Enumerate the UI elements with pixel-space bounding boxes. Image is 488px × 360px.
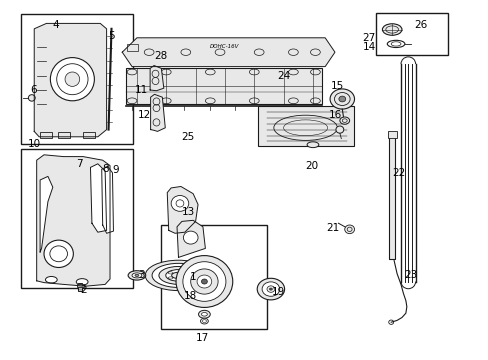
Ellipse shape [338, 96, 345, 102]
Text: 7: 7 [76, 159, 82, 169]
Ellipse shape [183, 231, 198, 244]
Ellipse shape [306, 142, 318, 148]
Text: 10: 10 [28, 139, 41, 149]
Ellipse shape [201, 279, 207, 284]
Polygon shape [34, 23, 106, 137]
Bar [388, 137, 394, 259]
Text: 20: 20 [305, 161, 318, 171]
Ellipse shape [202, 320, 206, 323]
Ellipse shape [171, 272, 185, 279]
Polygon shape [150, 94, 165, 131]
Text: 21: 21 [325, 222, 339, 233]
Text: DOHC-16V: DOHC-16V [210, 44, 239, 49]
Text: 14: 14 [362, 42, 375, 52]
Text: 17: 17 [196, 333, 209, 343]
Polygon shape [37, 155, 110, 286]
Ellipse shape [201, 312, 207, 316]
Polygon shape [40, 176, 53, 252]
Ellipse shape [132, 273, 142, 278]
Ellipse shape [145, 260, 211, 291]
Text: 24: 24 [276, 71, 290, 81]
Polygon shape [102, 166, 113, 233]
Text: 8: 8 [102, 164, 108, 174]
Ellipse shape [335, 126, 343, 133]
Bar [40, 132, 52, 138]
Ellipse shape [28, 95, 35, 101]
Ellipse shape [165, 270, 191, 281]
Ellipse shape [65, 72, 80, 86]
Ellipse shape [266, 286, 274, 292]
Ellipse shape [197, 275, 211, 288]
Text: 27: 27 [362, 33, 375, 43]
Text: 9: 9 [112, 165, 119, 175]
Polygon shape [177, 220, 205, 257]
Ellipse shape [269, 288, 272, 290]
Text: 5: 5 [108, 31, 115, 41]
Text: 22: 22 [391, 168, 405, 178]
Ellipse shape [190, 269, 218, 294]
Bar [78, 283, 82, 291]
Text: 11: 11 [135, 85, 148, 95]
Bar [58, 132, 70, 138]
Text: 2: 2 [80, 285, 86, 295]
Ellipse shape [329, 89, 354, 109]
Text: 4: 4 [53, 20, 60, 30]
Ellipse shape [344, 225, 354, 234]
Ellipse shape [339, 117, 349, 124]
Ellipse shape [159, 266, 198, 284]
Text: 1: 1 [189, 272, 196, 282]
Ellipse shape [198, 310, 210, 318]
Text: 15: 15 [330, 81, 344, 91]
Text: 16: 16 [327, 110, 341, 120]
Bar [161, 225, 266, 329]
Bar [83, 132, 95, 138]
Text: 3: 3 [138, 270, 145, 280]
Ellipse shape [183, 262, 225, 301]
Polygon shape [122, 38, 334, 67]
Text: 25: 25 [181, 132, 195, 142]
Bar [20, 14, 133, 144]
Ellipse shape [135, 274, 139, 276]
Ellipse shape [76, 279, 88, 285]
Text: 12: 12 [137, 110, 151, 120]
Ellipse shape [128, 271, 145, 280]
Bar [127, 44, 138, 51]
Bar [375, 13, 447, 55]
Text: 13: 13 [181, 207, 195, 217]
Text: 23: 23 [403, 270, 417, 280]
Text: 28: 28 [154, 51, 168, 61]
Ellipse shape [257, 278, 284, 300]
Bar [387, 131, 396, 138]
Text: 6: 6 [30, 85, 37, 95]
Polygon shape [90, 164, 106, 232]
Ellipse shape [152, 264, 204, 287]
Ellipse shape [171, 195, 188, 211]
Bar [258, 106, 353, 146]
Polygon shape [150, 66, 163, 91]
Ellipse shape [200, 318, 208, 324]
Bar [77, 284, 83, 287]
Bar [20, 149, 133, 288]
Ellipse shape [50, 58, 94, 101]
Ellipse shape [176, 256, 232, 307]
Text: 19: 19 [271, 287, 285, 297]
Text: 18: 18 [183, 291, 197, 301]
Ellipse shape [45, 276, 57, 283]
Bar [126, 68, 321, 104]
Ellipse shape [382, 24, 401, 35]
Polygon shape [167, 186, 198, 233]
Ellipse shape [262, 282, 279, 296]
Text: 26: 26 [413, 20, 427, 30]
Ellipse shape [44, 240, 73, 267]
